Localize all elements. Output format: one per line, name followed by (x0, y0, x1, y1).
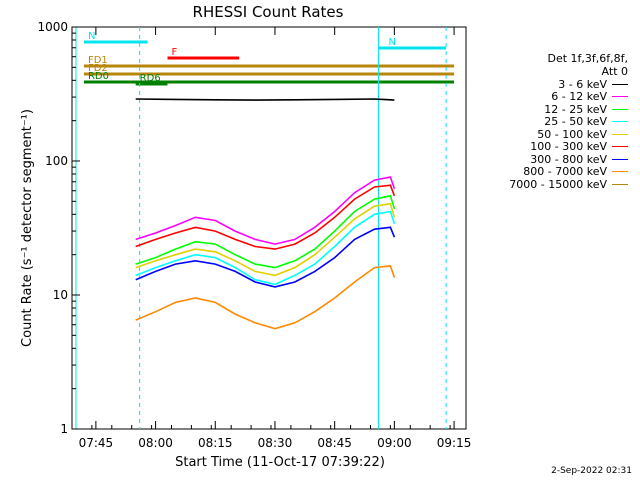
x-tick-label: 08:30 (258, 436, 293, 450)
timestamp: 2-Sep-2022 02:31 (551, 466, 632, 476)
legend-item: 6 - 12 keV (458, 90, 628, 104)
legend-item: 800 - 7000 keV (458, 165, 628, 179)
series-line (135, 202, 396, 277)
annotation-label: FD2 (88, 63, 108, 74)
legend-swatch (612, 108, 628, 110)
series-layer (135, 98, 396, 330)
legend-swatch (612, 158, 628, 160)
legend-label: 100 - 300 keV (530, 140, 607, 154)
legend-label: 50 - 100 keV (537, 127, 607, 141)
series-line (135, 176, 396, 245)
x-tick-label: 08:15 (198, 436, 233, 450)
legend-rows: 3 - 6 keV 6 - 12 keV 12 - 25 keV 25 - 50 ke… (458, 78, 628, 191)
legend-swatch (612, 133, 628, 135)
legend: Det 1f,3f,6f,8f, Att 0 3 - 6 keV 6 - 12 k… (458, 52, 628, 191)
legend-item: 7000 - 15000 keV (458, 178, 628, 191)
legend-label: 300 - 800 keV (530, 152, 607, 166)
y-axis-label: Count Rate (s⁻¹ detector segment⁻¹) (20, 109, 35, 347)
y-tick-label: 10 (53, 288, 68, 302)
series-line (135, 98, 395, 101)
legend-item: 12 - 25 keV (458, 103, 628, 116)
y-axis-ticks: 1 10 100 1000 (37, 20, 80, 436)
annotation-label: FD1 (88, 55, 108, 66)
legend-swatch (612, 146, 628, 148)
legend-item: 25 - 50 keV (458, 115, 628, 129)
legend-swatch (612, 96, 628, 98)
legend-item: 3 - 6 keV (458, 78, 628, 91)
x-tick-label: 08:00 (138, 436, 173, 450)
series-line (135, 226, 396, 288)
plot-frame (71, 26, 467, 430)
legend-label: 25 - 50 keV (544, 115, 607, 129)
annotation-label: RD6 (140, 73, 161, 84)
legend-header-detectors: Det 1f,3f,6f,8f, (547, 52, 628, 65)
series-line (135, 194, 396, 269)
series-line (135, 184, 396, 250)
legend-label: 7000 - 15000 keV (509, 177, 607, 191)
legend-swatch (612, 171, 628, 173)
x-axis-ticks: 07:45 08:00 08:15 08:30 08:45 09:00 09:15 (71, 27, 472, 450)
y-tick-label: 100 (45, 154, 68, 168)
legend-label: 3 - 6 keV (558, 77, 607, 91)
legend-label: 12 - 25 keV (544, 102, 607, 116)
y-tick-label: 1 (60, 422, 68, 436)
legend-swatch (612, 83, 628, 85)
x-tick-label: 09:00 (377, 436, 412, 450)
series-line (135, 265, 396, 330)
legend-item: 300 - 800 keV (458, 153, 628, 166)
legend-label: 800 - 7000 keV (523, 165, 607, 179)
x-tick-label: 07:45 (79, 436, 114, 450)
annotation-label: N (88, 31, 95, 42)
annotation-label: N (388, 37, 395, 48)
legend-swatch (612, 121, 628, 123)
legend-swatch (612, 183, 628, 185)
annotation-label: F (172, 47, 178, 58)
legend-label: 6 - 12 keV (551, 90, 607, 104)
x-tick-label: 09:15 (437, 436, 472, 450)
legend-header-attenuator: Att 0 (601, 65, 628, 78)
legend-item: 50 - 100 keV (458, 128, 628, 141)
legend-item: 100 - 300 keV (458, 140, 628, 154)
y-tick-label: 1000 (37, 20, 68, 34)
x-tick-label: 08:45 (317, 436, 352, 450)
annotation-label: RD0 (88, 71, 109, 82)
x-axis-label: Start Time (11-Oct-17 07:39:22) (175, 455, 385, 470)
chart-title: RHESSI Count Rates (193, 3, 344, 21)
series-line (135, 210, 396, 286)
